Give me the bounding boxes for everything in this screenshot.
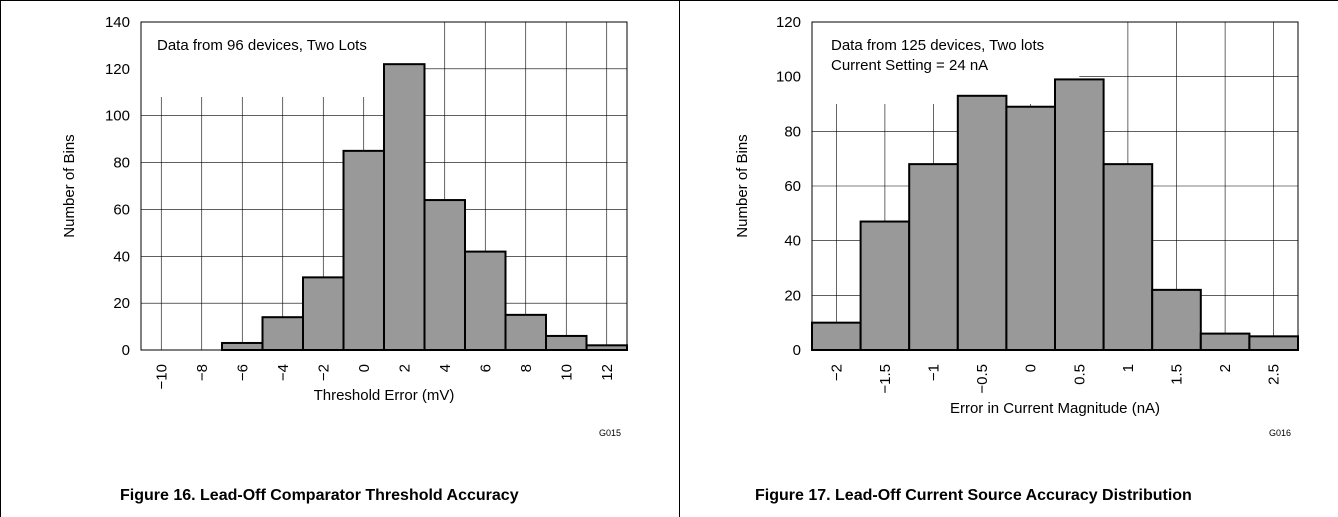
- x-tick-label: −4: [275, 364, 292, 381]
- histogram-bar: [1102, 163, 1154, 351]
- histogram-bar: [221, 341, 264, 352]
- y-tick-label: 140: [105, 14, 130, 31]
- center-divider: [679, 0, 680, 517]
- y-tick-label: 120: [776, 14, 801, 31]
- y-tick-label: 40: [784, 233, 801, 250]
- x-tick-label: −8: [194, 364, 211, 381]
- figure-code: G015: [599, 428, 621, 438]
- y-tick-label: 60: [784, 178, 801, 195]
- y-tick-label: 80: [784, 123, 801, 140]
- y-axis-label: Number of Bins: [734, 134, 751, 237]
- x-tick-label: 4: [437, 364, 454, 372]
- x-tick-label: −2: [828, 364, 845, 381]
- x-axis-label: Threshold Error (mV): [314, 387, 455, 404]
- figure-16-caption: Figure 16. Lead-Off Comparator Threshold…: [120, 487, 519, 504]
- histogram-bar: [342, 149, 385, 351]
- x-tick-label: 2: [1217, 364, 1234, 372]
- histogram-bar: [811, 321, 862, 351]
- x-tick-label: −1.5: [877, 364, 894, 394]
- x-tick-label: −6: [234, 364, 251, 381]
- x-tick-label: 2.5: [1266, 364, 1283, 385]
- y-tick-label: 20: [784, 287, 801, 304]
- x-tick-label: 0: [1023, 364, 1040, 372]
- histogram-bar: [1248, 335, 1300, 352]
- x-tick-label: −0.5: [974, 364, 991, 394]
- histogram-bar: [504, 313, 547, 352]
- figure-17-caption: Figure 17. Lead-Off Current Source Accur…: [755, 487, 1192, 504]
- histogram-bar: [261, 316, 304, 352]
- current-error-histogram: Data from 125 devices, Two lots Current S…: [734, 14, 1300, 438]
- annotation-text: Data from 125 devices, Two lots: [831, 37, 1044, 54]
- x-tick-label: −10: [153, 364, 170, 389]
- x-tick-label: 1.5: [1169, 364, 1186, 385]
- y-tick-label: 0: [793, 342, 801, 359]
- histogram-bar: [956, 94, 1008, 351]
- y-tick-label: 40: [113, 248, 130, 265]
- left-rule: [0, 0, 1, 517]
- histogram-bar: [383, 63, 426, 352]
- x-tick-label: 10: [558, 364, 575, 381]
- histogram-bar: [1054, 78, 1105, 352]
- x-axis-label: Error in Current Magnitude (nA): [950, 400, 1160, 417]
- histogram-bar: [585, 344, 628, 352]
- annotation-text: Data from 96 devices, Two Lots: [157, 37, 367, 54]
- y-tick-label: 80: [113, 155, 130, 172]
- histogram-bar: [545, 334, 588, 352]
- histogram-bar: [1005, 105, 1056, 351]
- histogram-bar: [1151, 288, 1202, 352]
- threshold-error-histogram: Data from 96 devices, Two Lots0204060801…: [61, 14, 628, 438]
- histogram-bar: [302, 276, 345, 351]
- figure-code: G016: [1269, 428, 1291, 438]
- histogram-bar: [1199, 332, 1251, 352]
- x-tick-label: 6: [477, 364, 494, 372]
- plot-frame: [811, 21, 1299, 351]
- x-tick-label: 12: [599, 364, 616, 381]
- y-tick-label: 100: [105, 108, 130, 125]
- x-tick-label: 8: [518, 364, 535, 372]
- y-tick-label: 60: [113, 201, 130, 218]
- histogram-bar: [464, 250, 507, 352]
- histogram-bar: [423, 199, 466, 351]
- plot-frame: [140, 21, 628, 351]
- histogram-bar: [859, 220, 911, 351]
- x-tick-label: 0.5: [1071, 364, 1088, 385]
- y-tick-label: 120: [105, 61, 130, 78]
- y-tick-label: 0: [122, 342, 130, 359]
- x-tick-label: 2: [396, 364, 413, 372]
- x-tick-label: 1: [1120, 364, 1137, 372]
- x-tick-label: 0: [356, 364, 373, 372]
- y-tick-label: 100: [776, 69, 801, 86]
- annotation-text: Current Setting = 24 nA: [831, 57, 988, 74]
- histogram-bar: [908, 163, 959, 351]
- y-axis-label: Number of Bins: [61, 134, 78, 237]
- figure-16: Data from 96 devices, Two Lots 0 20 40 60 80 1…: [61, 14, 628, 504]
- y-tick-label: 20: [113, 295, 130, 312]
- figure-17: Data from 125 devices, Two lots Current S…: [680, 0, 1338, 517]
- top-rule: [0, 0, 1338, 1]
- x-tick-label: −1: [926, 364, 943, 381]
- x-tick-label: −2: [315, 364, 332, 381]
